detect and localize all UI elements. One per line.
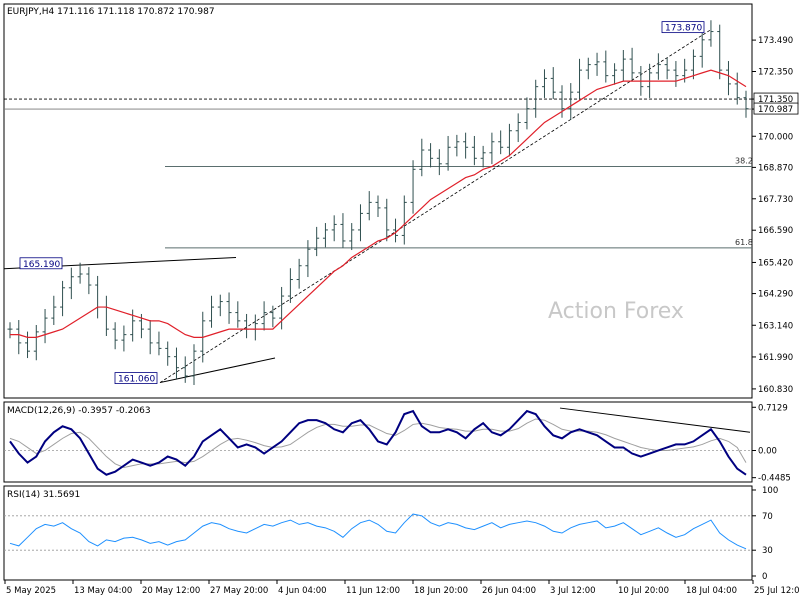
- price-annotation-label: 161.060: [118, 375, 155, 385]
- support-trendline: [159, 357, 276, 384]
- fib-label: 38.2: [735, 157, 753, 166]
- macd-signal-line: [9, 418, 747, 468]
- price-y-tick-label: 170.987: [758, 105, 793, 115]
- price-y-tick-label: 160.830: [758, 385, 793, 395]
- price-y-tick-label: 163.140: [758, 321, 793, 331]
- rsi-y-tick-label: 30: [762, 546, 773, 556]
- price-y-tick-label: 167.730: [758, 195, 793, 205]
- x-axis-label: 25 Jul 12:00: [754, 586, 800, 596]
- price-y-tick-label: 161.990: [758, 353, 793, 363]
- moving-average-line: [10, 69, 747, 338]
- panel-frame-3: [3, 485, 753, 581]
- price-y-tick-label: 164.290: [758, 290, 793, 300]
- price-y-tick-label: 166.590: [758, 226, 793, 236]
- x-axis-label: 10 Jul 20:00: [618, 586, 669, 596]
- price-annotation-box: [114, 372, 158, 384]
- x-axis-label: 11 Jun 12:00: [346, 586, 400, 596]
- x-axis-label: 18 Jun 20:00: [414, 586, 468, 596]
- price-annotation-box: [19, 257, 63, 270]
- macd-y-tick-label: -0.4485: [758, 474, 791, 484]
- panel-frame-2: [3, 401, 753, 483]
- channel-dashed-line: [159, 29, 712, 383]
- x-axis-label: 27 May 20:00: [210, 586, 268, 596]
- x-axis-label: 26 Jun 04:00: [482, 586, 536, 596]
- x-axis-label: 3 Jul 12:00: [550, 586, 596, 596]
- macd-y-tick-label: 0.00: [758, 446, 777, 456]
- rsi-line: [9, 513, 747, 550]
- fib-label: 61.8: [735, 238, 753, 247]
- macd-y-tick-label: 0.7129: [758, 403, 788, 413]
- price-y-tick-label: 173.490: [758, 36, 793, 46]
- watermark-text: Action Forex: [548, 299, 684, 324]
- rsi-y-tick-label: 70: [762, 512, 773, 522]
- price-label-box: [753, 102, 799, 115]
- price-annotation-box: [661, 21, 705, 34]
- rsi-y-tick-label: 100: [762, 486, 778, 496]
- rsi-y-tick-label: 0: [762, 572, 767, 582]
- x-axis-label: 18 Jul 04:00: [686, 586, 737, 596]
- x-axis-label: 4 Jun 04:00: [278, 586, 327, 596]
- macd-line: [9, 409, 747, 476]
- price-y-tick-label: 170.000: [758, 132, 793, 142]
- price-y-tick-label: 168.870: [758, 163, 793, 173]
- x-axis-label: 5 May 2025: [6, 586, 56, 596]
- macd-divergence-trendline: [559, 407, 751, 433]
- price-y-tick-label: 172.350: [758, 68, 793, 78]
- price-y-tick-label: 171.350: [758, 95, 793, 105]
- rsi-title: RSI(14) 31.5691: [7, 490, 80, 500]
- x-axis-label: 13 May 04:00: [74, 586, 132, 596]
- price-chart-title: EURJPY,H4 171.116 171.118 170.872 170.98…: [7, 7, 215, 17]
- x-axis-label: 20 May 12:00: [142, 586, 200, 596]
- price-y-tick-label: 165.420: [758, 258, 793, 268]
- macd-title: MACD(12,26,9) -0.3957 -0.2063: [7, 406, 151, 416]
- price-annotation-label: 173.870: [665, 24, 702, 34]
- panel-frame-1: [3, 3, 753, 399]
- price-annotation-label: 165.190: [23, 260, 60, 270]
